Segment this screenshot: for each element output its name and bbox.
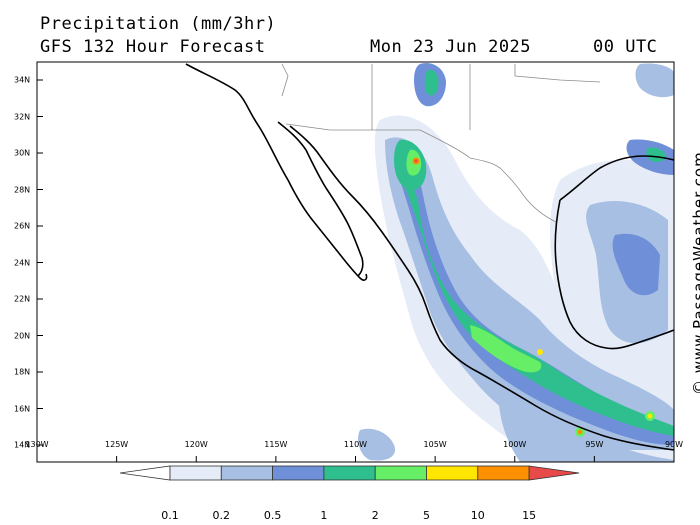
colorbar-label: 0.5 (263, 509, 282, 522)
precip-area-offshore (358, 428, 396, 461)
colorbar-label: 5 (423, 509, 430, 522)
y-tick-label: 24N (14, 258, 31, 267)
x-tick-label: 130W (25, 440, 49, 449)
mainland-pacific-coast (289, 125, 674, 451)
y-tick-label: 26N (14, 221, 31, 231)
precip-cell-guatemala-max (647, 413, 653, 419)
x-tick-label: 115W (264, 440, 288, 449)
x-tick-label: 125W (105, 440, 129, 449)
precip-cell-oaxaca-max (577, 429, 583, 435)
precip-area-south-pacific (498, 380, 674, 462)
precip-area-arizona-core (424, 69, 439, 96)
precip-area-gulf-core (612, 233, 660, 296)
x-tick-label: 120W (184, 440, 208, 449)
colorbar-label: 0.1 (161, 509, 179, 522)
y-tick-label: 32N (14, 112, 31, 121)
axis-ticks (36, 79, 675, 462)
colorbar-label: 1 (320, 509, 328, 522)
colorbar-label: 10 (470, 509, 485, 522)
x-tick-label: 105W (423, 440, 447, 449)
coastlines (185, 63, 674, 451)
baja-gulf-coast (277, 121, 364, 277)
colorbar-label: 2 (371, 509, 379, 522)
us-mexico-border (285, 123, 557, 223)
y-tick-label: 16N (14, 404, 31, 413)
y-tick-label: 14N (14, 440, 31, 450)
y-tick-label: 30N (14, 148, 31, 158)
map-title: Precipitation (mm/3hr) (40, 14, 277, 34)
state-borders (281, 63, 601, 130)
colorbar-label: 0.2 (212, 509, 231, 522)
y-tick-label: 20N (14, 331, 31, 340)
y-tick-label: 22N (14, 294, 31, 304)
precip-area-louisiana-core (646, 147, 666, 163)
precip-area-texas (635, 63, 674, 98)
gulf-coast (554, 155, 674, 350)
precip-area-mexico-heavy (402, 179, 674, 436)
precipitation-field (358, 62, 674, 462)
y-tick-label: 28N (14, 185, 31, 194)
x-tick-label: 100W (503, 440, 527, 449)
precip-cell-sonora-core (414, 159, 418, 163)
forecast-model: GFS 132 Hour Forecast (40, 37, 266, 57)
copyright-credit: © www.PassageWeather.com (690, 151, 700, 395)
forecast-date: Mon 23 Jun 2025 (370, 37, 532, 57)
precip-area-mexico-peak (470, 325, 542, 373)
x-tick-label: 90W (664, 440, 684, 449)
y-tick-label: 34N (14, 75, 31, 85)
x-tick-label: 95W (585, 440, 604, 449)
precip-area-mexico-mid (385, 137, 674, 451)
borders (281, 63, 601, 223)
y-tick-label: 18N (14, 367, 31, 377)
precip-cell-michoacan (537, 349, 543, 355)
x-tick-label: 110W (343, 440, 368, 449)
forecast-time: 00 UTC (593, 37, 658, 57)
colorbar-label: 15 (522, 509, 537, 522)
